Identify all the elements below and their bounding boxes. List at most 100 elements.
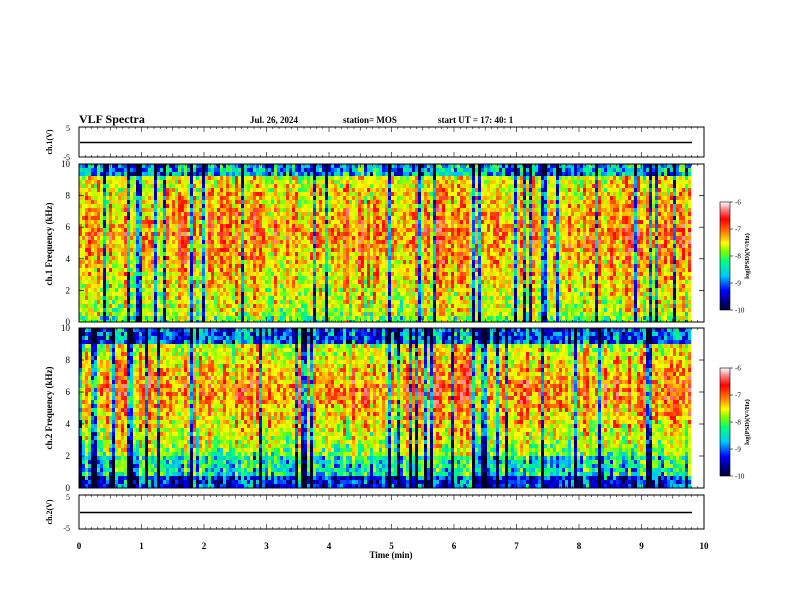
- spectrogram-cell: [247, 220, 251, 225]
- spectrogram-cell: [340, 188, 344, 193]
- spectrogram-cell: [307, 264, 311, 269]
- spectrogram-cell: [286, 276, 290, 281]
- spectrogram-cell: [232, 228, 236, 233]
- spectrogram-cell: [211, 240, 215, 245]
- spectrogram-cell: [337, 208, 341, 213]
- spectrogram-cell: [265, 256, 269, 261]
- spectrogram-cell: [409, 244, 413, 249]
- spectrogram-cell: [139, 256, 143, 261]
- spectrogram-cell: [103, 228, 107, 233]
- spectrogram-cell: [151, 280, 155, 285]
- spectrogram-cell: [361, 224, 365, 229]
- spectrogram-cell: [310, 200, 314, 205]
- spectrogram-cell: [313, 312, 317, 317]
- spectrogram-cell: [355, 220, 359, 225]
- spectrogram-cell: [157, 236, 161, 241]
- spectrogram-cell: [223, 204, 227, 209]
- spectrogram-cell: [307, 232, 311, 237]
- spectrogram-cell: [424, 208, 428, 213]
- spectrogram-cell: [310, 164, 314, 169]
- spectrogram-cell: [181, 196, 185, 201]
- spectrogram-cell: [382, 236, 386, 241]
- spectrogram-cell: [295, 220, 299, 225]
- spectrogram-cell: [280, 200, 284, 205]
- spectrogram-cell: [376, 268, 380, 273]
- spectrogram-cell: [280, 248, 284, 253]
- spectrogram-cell: [139, 280, 143, 285]
- spectrogram-cell: [412, 312, 416, 317]
- spectrogram-cell: [418, 220, 422, 225]
- spectrogram-cell: [397, 312, 401, 317]
- spectrogram-cell: [181, 272, 185, 277]
- spectrogram-cell: [265, 188, 269, 193]
- spectrogram-cell: [226, 192, 230, 197]
- spectrogram-cell: [94, 200, 98, 205]
- spectrogram-cell: [109, 172, 113, 177]
- spectrogram-cell: [358, 228, 362, 233]
- spectrogram-cell: [259, 280, 263, 285]
- spectrogram-cell: [325, 312, 329, 317]
- spectrogram-cell: [88, 280, 92, 285]
- spectrogram-cell: [286, 244, 290, 249]
- spectrogram-cell: [148, 244, 152, 249]
- spectrogram-cell: [388, 280, 392, 285]
- spectrogram-cell: [280, 304, 284, 309]
- spectrogram-cell: [109, 272, 113, 277]
- spectrogram-cell: [181, 312, 185, 317]
- spectrogram-cell: [115, 300, 119, 305]
- spectrogram-cell: [397, 256, 401, 261]
- spectrogram-cell: [352, 320, 356, 323]
- spectrogram-cell: [364, 180, 368, 185]
- spectrogram-cell: [226, 236, 230, 241]
- spectrogram-cell: [367, 248, 371, 253]
- spectrogram-cell: [343, 172, 347, 177]
- spectrogram-cell: [334, 252, 338, 257]
- spectrogram-cell: [388, 192, 392, 197]
- spectrogram-cell: [325, 280, 329, 285]
- spectrogram-cell: [166, 228, 170, 233]
- spectrogram-cell: [256, 284, 260, 289]
- spectrogram-cell: [229, 320, 233, 323]
- spectrogram-cell: [100, 320, 104, 323]
- spectrogram-cell: [214, 244, 218, 249]
- spectrogram-cell: [151, 292, 155, 297]
- spectrogram-cell: [148, 300, 152, 305]
- spectrogram-cell: [103, 304, 107, 309]
- spectrogram-cell: [295, 264, 299, 269]
- spectrogram-cell: [316, 236, 320, 241]
- spectrogram-cell: [148, 288, 152, 293]
- spectrogram-cell: [205, 308, 209, 313]
- spectrogram-cell: [316, 192, 320, 197]
- spectrogram-cell: [181, 208, 185, 213]
- spectrogram-cell: [301, 220, 305, 225]
- spectrogram-cell: [301, 280, 305, 285]
- spectrogram-cell: [217, 300, 221, 305]
- spectrogram-cell: [166, 248, 170, 253]
- spectrogram-cell: [112, 228, 116, 233]
- spectrogram-cell: [337, 172, 341, 177]
- spectrogram-cell: [118, 308, 122, 313]
- spectrogram-cell: [259, 224, 263, 229]
- spectrogram-cell: [298, 316, 302, 321]
- spectrogram-cell: [175, 200, 179, 205]
- spectrogram-cell: [334, 192, 338, 197]
- spectrogram-cell: [145, 320, 149, 323]
- spectrogram-cell: [166, 192, 170, 197]
- spectrogram-cell: [277, 224, 281, 229]
- spectrogram-cell: [307, 276, 311, 281]
- spectrogram-cell: [421, 296, 425, 301]
- spectrogram-cell: [382, 176, 386, 181]
- spectrogram-cell: [190, 288, 194, 293]
- spectrogram-cell: [274, 260, 278, 265]
- spectrogram-cell: [91, 320, 95, 323]
- spectrogram-cell: [172, 284, 176, 289]
- spectrogram-cell: [409, 248, 413, 253]
- spectrogram-cell: [130, 228, 134, 233]
- spectrogram-cell: [379, 300, 383, 305]
- spectrogram-cell: [316, 220, 320, 225]
- spectrogram-cell: [115, 252, 119, 257]
- spectrogram-cell: [124, 248, 128, 253]
- spectrogram-cell: [148, 212, 152, 217]
- spectrogram-cell: [382, 300, 386, 305]
- spectrogram-cell: [256, 308, 260, 313]
